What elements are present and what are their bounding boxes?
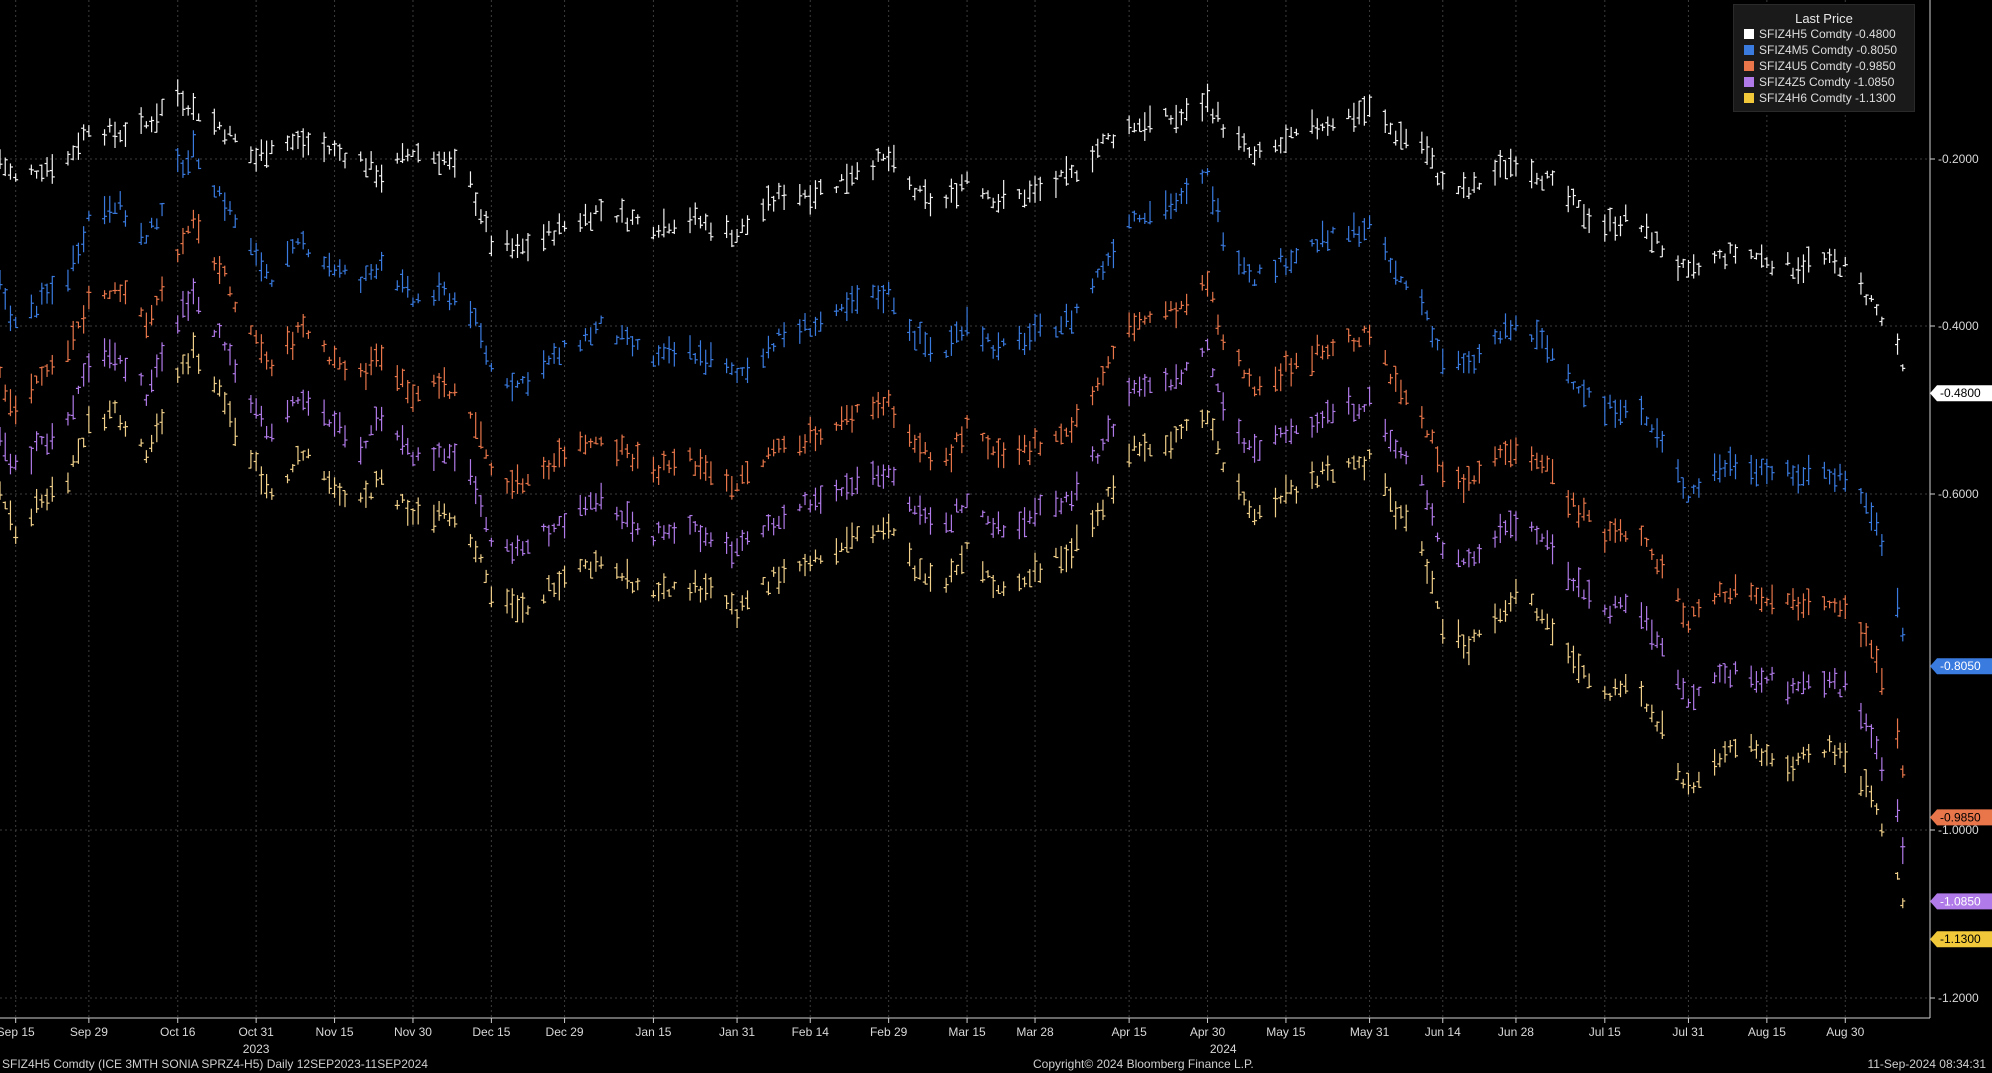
- x-tick-label: Sep 15: [0, 1025, 35, 1039]
- legend-entry: SFIZ4M5 Comdty -0.8050: [1744, 42, 1914, 58]
- legend-entry: SFIZ4U5 Comdty -0.9850: [1744, 58, 1914, 74]
- year-label: 2023: [243, 1042, 270, 1056]
- x-tick-label: Feb 29: [870, 1025, 908, 1039]
- last-price-tag-label: -0.8050: [1940, 659, 1981, 673]
- x-tick-label: Mar 28: [1016, 1025, 1054, 1039]
- x-tick-label: Jan 15: [635, 1025, 671, 1039]
- y-tick-label: -0.4000: [1938, 319, 1979, 333]
- x-tick-label: Sep 29: [70, 1025, 108, 1039]
- series-sfiz4h5-comdty: [0, 79, 1906, 372]
- legend-entry-label: SFIZ4H6 Comdty -1.1300: [1759, 91, 1896, 105]
- last-price-tag-label: -0.4800: [1940, 386, 1981, 400]
- y-tick-label: -0.2000: [1938, 152, 1979, 166]
- last-price-tag: [1930, 893, 1992, 910]
- legend-entry: SFIZ4Z5 Comdty -1.0850: [1744, 74, 1914, 90]
- y-tick-label: -1.0000: [1938, 823, 1979, 837]
- x-tick-label: May 31: [1350, 1025, 1390, 1039]
- series-sfiz4h6-comdty: [0, 332, 1906, 909]
- x-tick-label: Jul 15: [1589, 1025, 1621, 1039]
- x-tick-label: Aug 30: [1826, 1025, 1864, 1039]
- legend-swatch: [1744, 77, 1754, 87]
- y-tick-label: -1.2000: [1938, 991, 1979, 1005]
- x-tick-label: Jan 31: [719, 1025, 755, 1039]
- x-tick-label: Jul 31: [1672, 1025, 1704, 1039]
- chart-grid: [0, 0, 1930, 1018]
- series-sfiz4z5-comdty: [0, 278, 1906, 865]
- footer-copyright: Copyright© 2024 Bloomberg Finance L.P.: [1033, 1057, 1254, 1071]
- legend-entry: SFIZ4H6 Comdty -1.1300: [1744, 90, 1914, 106]
- last-price-tag-label: -1.0850: [1940, 894, 1981, 908]
- legend-swatch: [1744, 61, 1754, 71]
- chart-legend: Last Price SFIZ4H5 Comdty -0.4800 SFIZ4M…: [1733, 4, 1915, 112]
- series-layer: [0, 79, 1906, 909]
- x-tick-label: Feb 14: [792, 1025, 830, 1039]
- legend-entry-label: SFIZ4H5 Comdty -0.4800: [1759, 27, 1896, 41]
- x-tick-label: May 15: [1266, 1025, 1306, 1039]
- legend-entry-label: SFIZ4U5 Comdty -0.9850: [1759, 59, 1896, 73]
- x-tick-label: Oct 31: [238, 1025, 274, 1039]
- y-tick-label: -0.6000: [1938, 487, 1979, 501]
- x-tick-label: Dec 29: [546, 1025, 584, 1039]
- legend-entry: SFIZ4H5 Comdty -0.4800: [1744, 26, 1914, 42]
- last-price-tag-label: -1.1300: [1940, 932, 1981, 946]
- last-price-tag: [1930, 809, 1992, 826]
- x-tick-label: Mar 15: [948, 1025, 986, 1039]
- legend-title: Last Price: [1795, 11, 1853, 26]
- x-tick-label: Oct 16: [160, 1025, 196, 1039]
- legend-swatch: [1744, 29, 1754, 39]
- x-tick-label: Aug 15: [1748, 1025, 1786, 1039]
- last-price-tag: [1930, 385, 1992, 402]
- x-tick-label: Jun 28: [1498, 1025, 1534, 1039]
- last-price-tag-label: -0.9850: [1940, 810, 1981, 824]
- x-tick-label: Apr 15: [1111, 1025, 1147, 1039]
- footer-security-info: SFIZ4H5 Comdty (ICE 3MTH SONIA SPRZ4-H5)…: [2, 1057, 428, 1071]
- last-price-tag: [1930, 658, 1992, 675]
- series-sfiz4m5-comdty: [0, 130, 1906, 642]
- x-tick-label: Apr 30: [1190, 1025, 1226, 1039]
- footer-timestamp: 11-Sep-2024 08:34:31: [1867, 1057, 1986, 1071]
- legend-entry-label: SFIZ4M5 Comdty -0.8050: [1759, 43, 1898, 57]
- legend-swatch: [1744, 93, 1754, 103]
- x-tick-label: Dec 15: [472, 1025, 510, 1039]
- legend-entry-label: SFIZ4Z5 Comdty -1.0850: [1759, 75, 1895, 89]
- x-tick-label: Nov 30: [394, 1025, 432, 1039]
- legend-swatch: [1744, 45, 1754, 55]
- x-tick-label: Nov 15: [316, 1025, 354, 1039]
- series-sfiz4u5-comdty: [0, 209, 1906, 778]
- year-label: 2024: [1210, 1042, 1237, 1056]
- last-price-tag: [1930, 931, 1992, 948]
- x-tick-label: Jun 14: [1425, 1025, 1461, 1039]
